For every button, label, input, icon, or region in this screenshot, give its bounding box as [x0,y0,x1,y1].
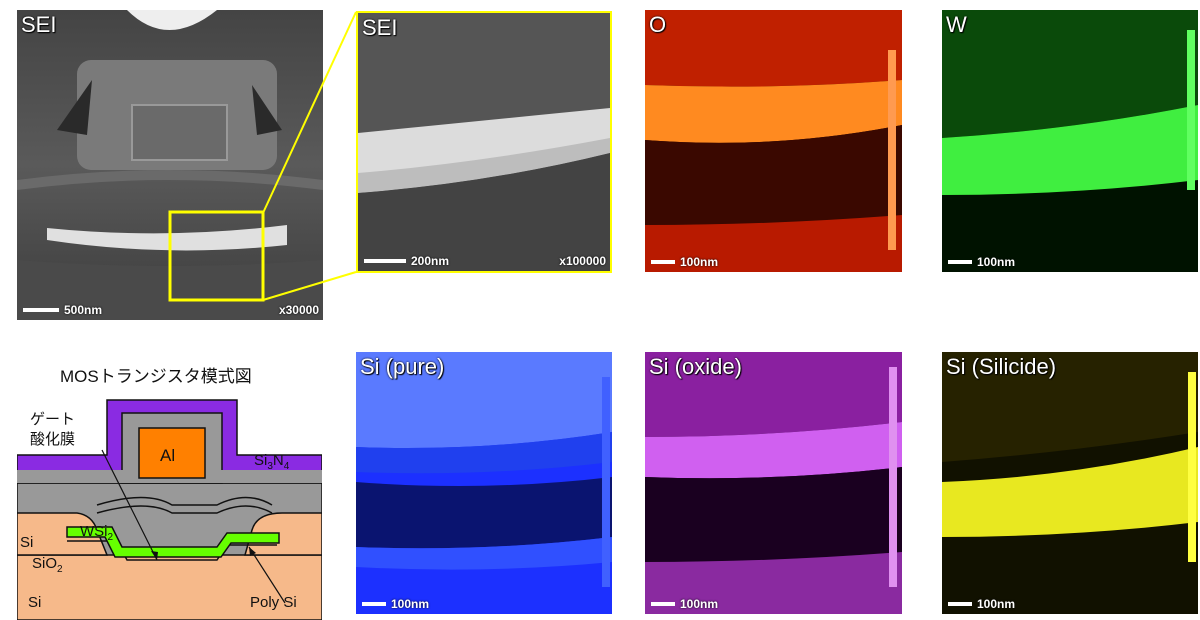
si-substrate [17,554,322,620]
sei-overview-image [17,10,323,320]
poly-si-label: Poly Si [250,594,297,611]
o-map-image [645,10,902,272]
zoom-region-box [168,210,265,302]
si-left-region [17,512,109,556]
al-electrode [138,427,206,479]
w-map-label: W [946,12,967,37]
si3n4-label: Si3N4 [254,452,290,472]
gate-oxide-label-2: 酸化膜 [30,431,76,448]
gate-oxide-pointer [101,449,158,561]
si-bottom-label: Si [28,594,42,611]
si-silicide-map-scalebar: 100nm [948,597,1015,611]
sei-overview-scalebar: 500nm [23,303,102,317]
si-pure-map-colorbar [602,377,610,587]
si-pure-map-label: Si (pure) [360,354,445,379]
w-map-colorbar [1187,30,1195,190]
gate-oxide-label-1: ゲート [30,411,76,428]
poly-si-pointer [248,546,286,604]
si-silicide-map-colorbar [1188,372,1196,562]
si-pure-map-scalebar: 100nm [362,597,429,611]
si-oxide-map-panel: Si (oxide) 100nm [645,352,902,614]
sei-overview-label: SEI [21,12,57,37]
si-pure-map-panel: Si (pure) 100nm [356,352,612,614]
al-label: Al [160,446,176,465]
mos-transistor-schematic [17,399,322,620]
diagram-title: MOSトランジスタ模式図 [60,367,252,386]
sei-zoom-image [358,13,610,271]
si-oxide-map-colorbar [889,367,897,587]
w-map-panel: W 100nm [942,10,1198,272]
sei-zoom-panel: SEI 200nm x100000 [356,11,612,273]
sei-overview-panel: SEI 500nm x30000 [17,10,323,320]
sei-zoom-magnification: x100000 [559,254,606,268]
si-left-label: Si [20,534,34,551]
si-oxide-map-scalebar: 100nm [651,597,718,611]
sei-overview-magnification: x30000 [278,303,319,317]
w-map-scalebar: 100nm [948,255,1015,269]
o-map-panel: O 100nm [645,10,902,272]
wsi2-label: WSi2 [80,523,114,543]
si-silicide-map-label: Si (Silicide) [946,354,1057,379]
o-map-colorbar [888,50,896,250]
o-map-label: O [649,12,667,37]
si-silicide-map-panel: Si (Silicide) 100nm [942,352,1198,614]
si-oxide-map-image [645,352,902,614]
sei-zoom-label: SEI [362,15,398,40]
sei-zoom-scalebar: 200nm [364,254,449,268]
sio2-label: SiO2 [32,555,63,575]
w-map-image [942,10,1198,272]
si-pure-map-image [356,352,612,614]
si-oxide-map-label: Si (oxide) [649,354,742,379]
si-silicide-map-image [942,352,1198,614]
o-map-scalebar: 100nm [651,255,718,269]
wsi2-layer [66,526,280,558]
